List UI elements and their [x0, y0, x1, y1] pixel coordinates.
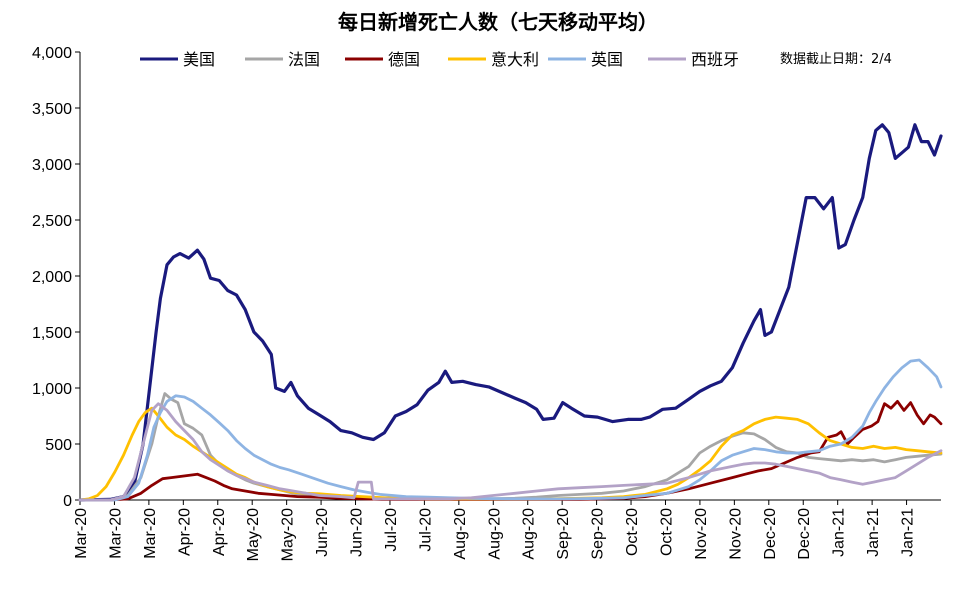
- x-tick-label: Aug-20: [486, 508, 503, 560]
- y-tick-label: 1,500: [32, 325, 72, 342]
- x-axis: Mar-20 Mar-20 Mar-20 Apr-20 Apr-20 May-20 May-…: [73, 499, 941, 561]
- x-tick-label: Nov-20: [727, 508, 744, 560]
- y-tick-label: 4,000: [32, 45, 72, 62]
- series-line-美国: [78, 123, 943, 502]
- x-tick-label: Oct-20: [658, 508, 675, 556]
- x-tick-label: May-20: [280, 508, 297, 561]
- x-tick-label: Oct-20: [624, 508, 641, 556]
- legend-label: 美国: [183, 50, 215, 69]
- y-tick-label: 500: [45, 437, 72, 454]
- legend-label: 德国: [388, 50, 420, 69]
- data-cutoff-note: 数据截止日期：2/4: [780, 52, 892, 67]
- y-tick-label: 2,500: [32, 213, 72, 230]
- x-tick-label: Mar-20: [73, 508, 90, 559]
- x-tick-label: Jan-21: [865, 508, 882, 557]
- x-tick-label: Nov-20: [693, 508, 710, 560]
- legend: 美国 法国 德国 意大利 英国 西班牙: [140, 50, 739, 69]
- x-tick-label: Dec-20: [762, 508, 779, 560]
- y-axis: 0 500 1,000 1,500 2,000 2,500 3,000 3,500 4,000: [32, 45, 81, 510]
- x-tick-label: Sep-20: [590, 508, 607, 560]
- x-tick-label: Jun-20: [314, 508, 331, 557]
- legend-label: 西班牙: [691, 50, 739, 69]
- y-tick-label: 1,000: [32, 381, 72, 398]
- chart-title: 每日新增死亡人数（七天移动平均）: [338, 10, 658, 34]
- y-tick-label: 3,000: [32, 157, 72, 174]
- x-tick-label: Jun-20: [349, 508, 366, 557]
- y-tick-label: 0: [63, 493, 72, 510]
- series-lines: [78, 123, 943, 502]
- legend-label: 法国: [288, 50, 320, 69]
- x-tick-label: Aug-20: [521, 508, 538, 560]
- x-tick-label: Jul-20: [417, 508, 434, 552]
- y-tick-label: 3,500: [32, 101, 72, 118]
- series-line-法国: [78, 392, 943, 502]
- x-tick-label: Mar-20: [142, 508, 159, 559]
- x-tick-label: Apr-20: [176, 508, 193, 556]
- x-tick-label: Mar-20: [107, 508, 124, 559]
- x-tick-label: Aug-20: [452, 508, 469, 560]
- x-tick-label: Jul-20: [383, 508, 400, 552]
- x-tick-label: May-20: [245, 508, 262, 561]
- x-tick-label: Jan-21: [900, 508, 917, 557]
- x-tick-label: Dec-20: [796, 508, 813, 560]
- series-line-英国: [78, 358, 943, 502]
- y-tick-label: 2,000: [32, 269, 72, 286]
- x-tick-label: Sep-20: [555, 508, 572, 560]
- x-tick-label: Apr-20: [211, 508, 228, 556]
- legend-label: 意大利: [491, 50, 539, 69]
- series-line-西班牙: [78, 402, 943, 502]
- x-tick-label: Jan-21: [831, 508, 848, 557]
- legend-label: 英国: [591, 50, 623, 69]
